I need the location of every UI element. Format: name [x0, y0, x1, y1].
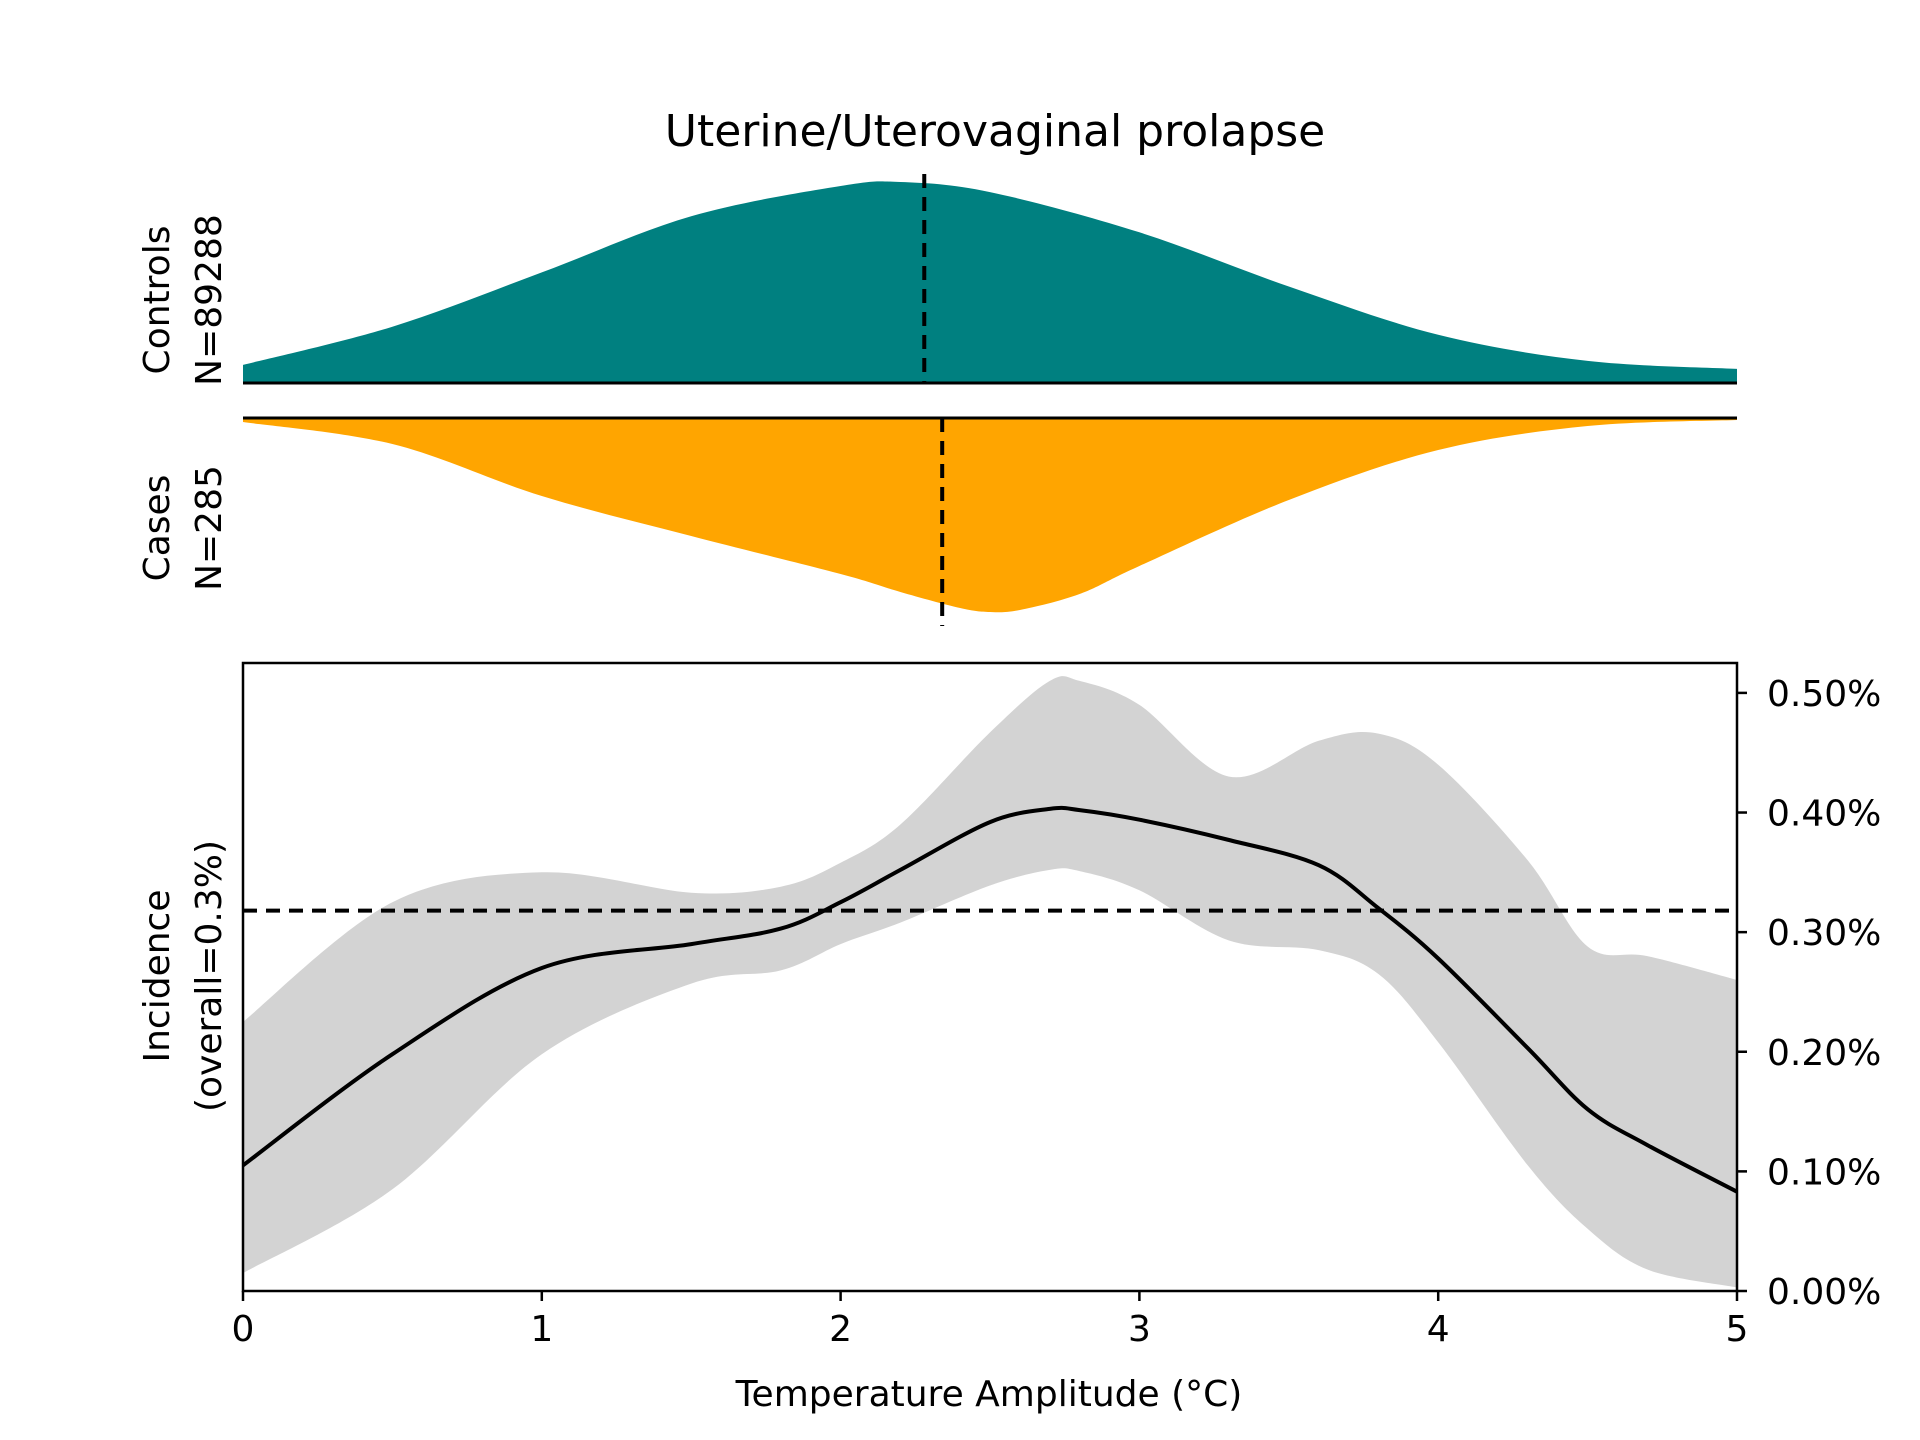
y-axis: 0.00% 0.10% 0.20% 0.30% 0.40% 0.50% [1737, 674, 1881, 1313]
chart-title: Uterine/Uterovaginal prolapse [665, 106, 1326, 157]
x-axis-label: Temperature Amplitude (°C) [735, 1374, 1243, 1415]
x-tick-label: 1 [530, 1309, 553, 1350]
x-tick-label: 3 [1128, 1309, 1151, 1350]
incidence-line [241, 805, 1738, 1194]
y-tick-label: 0.30% [1767, 913, 1881, 954]
x-tick-label: 5 [1726, 1309, 1749, 1350]
plot-frame [241, 661, 1739, 1293]
y-tick-label: 0.10% [1767, 1152, 1881, 1193]
y-tick-label: 0.20% [1767, 1033, 1881, 1074]
y-tick-label: 0.50% [1767, 674, 1881, 715]
controls-density-panel: Controls N=89288 [137, 174, 1737, 386]
x-axis: 0 1 2 3 4 5 [232, 1291, 1749, 1350]
cases-density-panel: Cases N=285 [137, 416, 1737, 626]
x-tick-label: 4 [1427, 1309, 1450, 1350]
cases-density-area [243, 418, 1737, 613]
x-tick-label: 0 [232, 1309, 255, 1350]
y-axis-label-line-1: Incidence [137, 890, 178, 1063]
cases-label: Cases [137, 475, 178, 582]
controls-density-area [243, 181, 1737, 383]
cases-n-label: N=285 [189, 465, 230, 591]
confidence-band [243, 676, 1737, 1288]
incidence-panel: 0 1 2 3 4 5 0.00% 0.10% 0.20% 0.30% 0.40% 0.50% Te… [137, 661, 1881, 1415]
x-tick-label: 2 [829, 1309, 852, 1350]
y-tick-label: 0.40% [1767, 794, 1881, 835]
controls-label: Controls [137, 226, 178, 375]
y-axis-label-line-2: (overall=0.3%) [189, 840, 230, 1112]
controls-n-label: N=89288 [189, 214, 230, 386]
y-tick-label: 0.00% [1767, 1272, 1881, 1313]
